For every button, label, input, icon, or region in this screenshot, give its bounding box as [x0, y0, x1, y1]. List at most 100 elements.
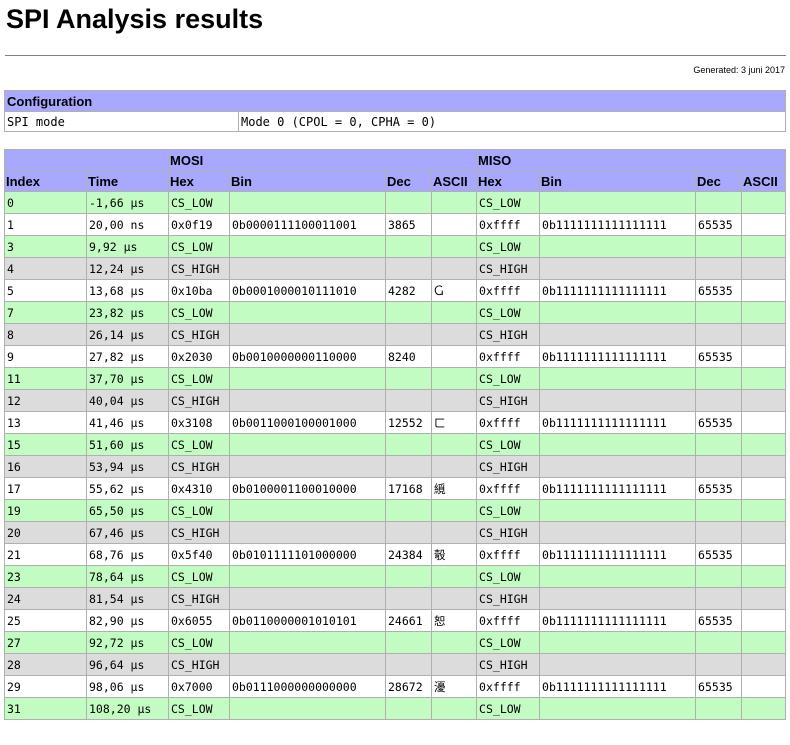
cell-index: 25 — [4, 609, 87, 632]
cell-miso-hex: CS_LOW — [476, 191, 541, 214]
cell-miso-hex: 0xffff — [476, 543, 541, 566]
cell-mosi-bin — [229, 301, 386, 324]
column-header-row: Index Time Hex Bin Dec ASCII Hex Bin Dec… — [4, 170, 787, 192]
configuration-header-row: Configuration — [4, 90, 786, 112]
cell-mosi-bin — [229, 455, 386, 478]
cell-time: 92,72 µs — [86, 631, 169, 654]
cell-mosi-dec: 24384 — [385, 543, 432, 566]
cell-mosi-dec — [385, 631, 432, 654]
cell-time: 78,64 µs — [86, 565, 169, 588]
cell-mosi-bin: 0b0011000100001000 — [229, 411, 386, 434]
cell-miso-hex: 0xffff — [476, 279, 541, 302]
cell-index: 4 — [4, 257, 87, 280]
cell-mosi-bin — [229, 631, 386, 654]
cell-mosi-dec — [385, 653, 432, 676]
cell-miso-ascii — [741, 653, 787, 676]
cell-miso-hex: CS_LOW — [476, 433, 541, 456]
cell-mosi-ascii — [430, 345, 478, 368]
generated-date: Generated: 3 juni 2017 — [693, 65, 785, 75]
table-row: 31 108,20 µs CS_LOW CS_LOW — [4, 697, 787, 720]
column-header-miso-hex: Hex — [476, 170, 541, 192]
cell-miso-ascii — [741, 433, 787, 456]
cell-miso-bin — [539, 521, 697, 544]
table-row: 11 37,70 µs CS_LOW CS_LOW — [4, 367, 787, 390]
cell-mosi-bin — [229, 323, 386, 346]
cell-miso-ascii — [741, 697, 787, 720]
cell-mosi-dec — [385, 191, 432, 214]
cell-mosi-dec: 4282 — [385, 279, 432, 302]
cell-mosi-dec: 12552 — [385, 411, 432, 434]
cell-miso-bin: 0b1111111111111111 — [539, 345, 697, 368]
cell-time: 26,14 µs — [86, 323, 169, 346]
cell-mosi-ascii — [430, 191, 478, 214]
cell-miso-hex: CS_LOW — [476, 367, 541, 390]
cell-miso-bin — [539, 257, 697, 280]
cell-index: 5 — [4, 279, 87, 302]
cell-mosi-bin — [229, 587, 386, 610]
cell-miso-hex: CS_LOW — [476, 631, 541, 654]
cell-time: -1,66 µs — [86, 191, 169, 214]
cell-index: 27 — [4, 631, 87, 654]
cell-mosi-ascii — [430, 455, 478, 478]
cell-mosi-bin — [229, 257, 386, 280]
cell-miso-dec — [695, 521, 743, 544]
cell-miso-ascii — [741, 257, 787, 280]
cell-miso-hex: CS_LOW — [476, 565, 541, 588]
cell-miso-ascii — [741, 235, 787, 258]
table-row: 7 23,82 µs CS_LOW CS_LOW — [4, 301, 787, 324]
cell-mosi-dec: 17168 — [385, 477, 432, 500]
cell-index: 28 — [4, 653, 87, 676]
cell-mosi-ascii — [430, 653, 478, 676]
cell-time: 27,82 µs — [86, 345, 169, 368]
cell-mosi-dec — [385, 257, 432, 280]
cell-time: 13,68 µs — [86, 279, 169, 302]
cell-index: 16 — [4, 455, 87, 478]
cell-time: 108,20 µs — [86, 697, 169, 720]
column-header-miso-bin: Bin — [539, 170, 697, 192]
table-row: 5 13,68 µs 0x10ba 0b0001000010111010 4282 Ⴚ 0x… — [4, 279, 787, 302]
cell-miso-bin: 0b1111111111111111 — [539, 477, 697, 500]
cell-miso-bin: 0b1111111111111111 — [539, 213, 697, 236]
cell-time: 53,94 µs — [86, 455, 169, 478]
cell-miso-bin: 0b1111111111111111 — [539, 675, 697, 698]
cell-miso-ascii — [741, 609, 787, 632]
cell-mosi-ascii — [430, 389, 478, 412]
cell-mosi-ascii — [430, 697, 478, 720]
cell-mosi-hex: CS_HIGH — [168, 653, 230, 676]
table-row: 4 12,24 µs CS_HIGH CS_HIGH — [4, 257, 787, 280]
table-row: 12 40,04 µs CS_HIGH CS_HIGH — [4, 389, 787, 412]
cell-miso-dec: 65535 — [695, 213, 743, 236]
cell-miso-dec: 65535 — [695, 675, 743, 698]
cell-miso-hex: 0xffff — [476, 411, 541, 434]
table-row: 16 53,94 µs CS_HIGH CS_HIGH — [4, 455, 787, 478]
page-title: SPI Analysis results — [6, 4, 264, 34]
cell-miso-hex: 0xffff — [476, 213, 541, 236]
cell-mosi-hex: CS_LOW — [168, 433, 230, 456]
column-header-index: Index — [4, 170, 87, 192]
cell-index: 0 — [4, 191, 87, 214]
cell-mosi-ascii — [430, 213, 478, 236]
configuration-header: Configuration — [4, 90, 786, 112]
cell-miso-hex: CS_HIGH — [476, 323, 541, 346]
cell-mosi-bin: 0b0100001100010000 — [229, 477, 386, 500]
cell-mosi-ascii: 䌐 — [430, 477, 478, 500]
cell-mosi-hex: 0x6055 — [168, 609, 230, 632]
cell-mosi-ascii — [430, 323, 478, 346]
cell-miso-ascii — [741, 675, 787, 698]
cell-mosi-dec — [385, 367, 432, 390]
cell-miso-bin — [539, 301, 697, 324]
table-row: 24 81,54 µs CS_HIGH CS_HIGH — [4, 587, 787, 610]
group-header-blank — [4, 149, 169, 171]
cell-mosi-dec — [385, 697, 432, 720]
cell-miso-dec — [695, 455, 743, 478]
cell-index: 9 — [4, 345, 87, 368]
cell-index: 19 — [4, 499, 87, 522]
cell-miso-bin — [539, 191, 697, 214]
cell-mosi-hex: 0x5f40 — [168, 543, 230, 566]
cell-miso-hex: CS_HIGH — [476, 587, 541, 610]
cell-miso-ascii — [741, 543, 787, 566]
cell-mosi-hex: CS_HIGH — [168, 521, 230, 544]
cell-miso-hex: CS_HIGH — [476, 455, 541, 478]
cell-mosi-hex: CS_HIGH — [168, 389, 230, 412]
column-header-mosi-dec: Dec — [385, 170, 432, 192]
